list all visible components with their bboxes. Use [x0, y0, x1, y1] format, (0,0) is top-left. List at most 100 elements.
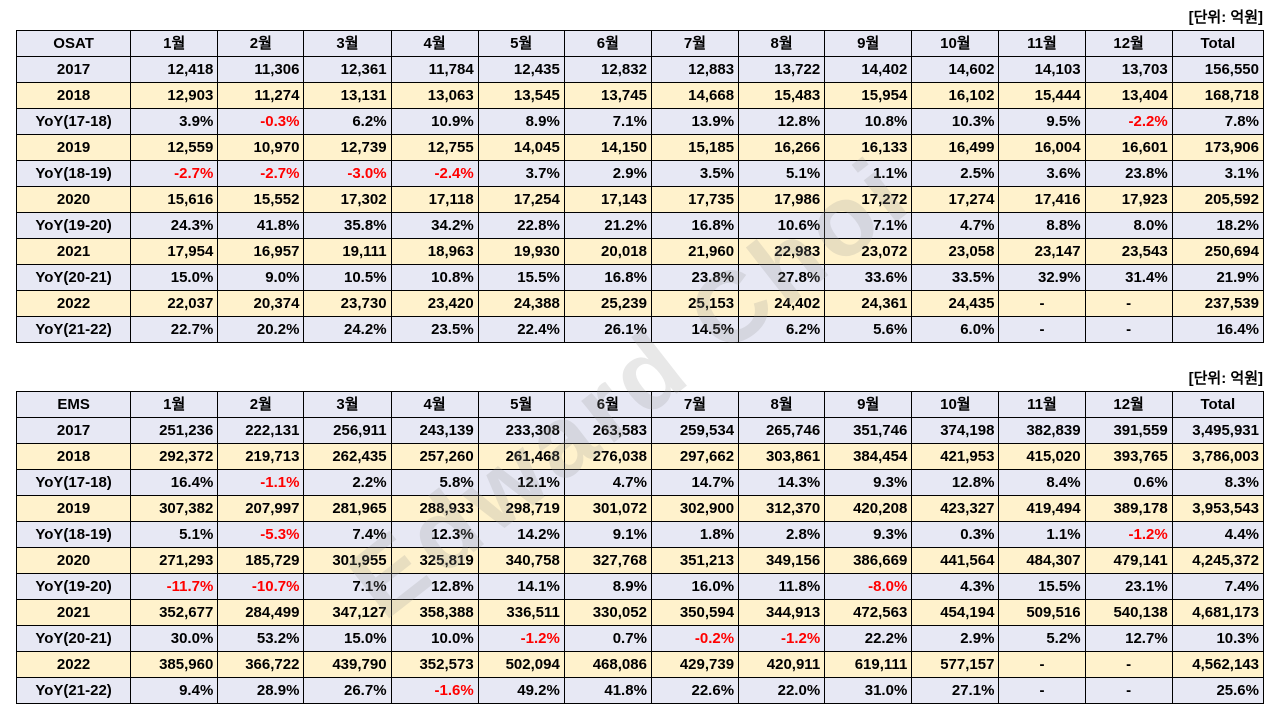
column-header: 4월 [390, 30, 479, 57]
value-cell: 15.0% [130, 264, 219, 291]
value-cell: 12,361 [303, 56, 392, 83]
value-cell: 22.7% [130, 316, 219, 343]
value-cell: 347,127 [303, 599, 392, 626]
value-cell: 16,004 [998, 134, 1086, 161]
column-header: 4월 [390, 391, 479, 418]
table-row: YoY(17-18) 3.9% -0.3% 6.2% 10.9% 8.9% 7.1% 13.9… [15, 108, 1265, 135]
value-cell: 5.6% [824, 316, 913, 343]
value-cell: 10.0% [390, 625, 479, 652]
value-cell: 14,668 [650, 82, 740, 109]
value-cell: - [998, 677, 1086, 704]
value-cell: 429,739 [650, 651, 740, 678]
value-cell: 22.4% [477, 316, 565, 343]
value-cell: 284,499 [217, 599, 305, 626]
row-label-yoy: YoY(21-22) [15, 677, 132, 704]
value-cell: 14,045 [477, 134, 565, 161]
value-cell: 4.7% [911, 212, 1000, 239]
value-cell: 327,768 [563, 547, 652, 574]
value-cell: 243,139 [390, 417, 479, 444]
row-label-year: 2022 [15, 651, 132, 678]
row-label-yoy: YoY(17-18) [15, 108, 132, 135]
value-cell: 358,388 [390, 599, 479, 626]
value-cell: 15,483 [738, 82, 826, 109]
value-cell: 53.2% [217, 625, 305, 652]
unit-label-osat: [단위: 억원] [1188, 9, 1263, 26]
table-row: 2022 385,960 366,722 439,790 352,573 502,094 4… [15, 651, 1265, 678]
value-cell: 2.9% [563, 160, 652, 187]
value-cell: 5.2% [998, 625, 1086, 652]
value-cell: 24,361 [824, 290, 913, 317]
column-header: 7월 [650, 391, 740, 418]
column-header: 10월 [911, 391, 1000, 418]
value-cell: -1.2% [477, 625, 565, 652]
value-cell: 27.8% [738, 264, 826, 291]
value-cell: 1.8% [650, 521, 740, 548]
value-cell: 312,370 [738, 495, 826, 522]
value-cell: 271,293 [130, 547, 219, 574]
value-cell: 13.9% [650, 108, 740, 135]
total-cell: 21.9% [1171, 264, 1265, 291]
total-cell: 205,592 [1171, 186, 1265, 213]
value-cell: 1.1% [824, 160, 913, 187]
value-cell: 15.5% [998, 573, 1086, 600]
value-cell: 3.5% [650, 160, 740, 187]
total-cell: 3,495,931 [1171, 417, 1265, 444]
value-cell: 0.6% [1084, 469, 1173, 496]
value-cell: 16,102 [911, 82, 1000, 109]
value-cell: 393,765 [1084, 443, 1173, 470]
value-cell: 15,185 [650, 134, 740, 161]
total-cell: 18.2% [1171, 212, 1265, 239]
table-row: YoY(20-21) 15.0% 9.0% 10.5% 10.8% 15.5% 16.8% 2… [15, 264, 1265, 291]
value-cell: 384,454 [824, 443, 913, 470]
value-cell: 10.3% [911, 108, 1000, 135]
value-cell: 13,722 [738, 56, 826, 83]
value-cell: 298,719 [477, 495, 565, 522]
value-cell: 8.9% [477, 108, 565, 135]
value-cell: 15.0% [303, 625, 392, 652]
value-cell: 18,963 [390, 238, 479, 265]
total-cell: 10.3% [1171, 625, 1265, 652]
value-cell: 17,118 [390, 186, 479, 213]
value-cell: 13,745 [563, 82, 652, 109]
table-title: OSAT [15, 30, 132, 57]
row-label-year: 2017 [15, 417, 132, 444]
column-header: 5월 [477, 391, 565, 418]
total-cell: 3.1% [1171, 160, 1265, 187]
total-cell: 173,906 [1171, 134, 1265, 161]
value-cell: 259,534 [650, 417, 740, 444]
value-cell: 15,552 [217, 186, 305, 213]
value-cell: 10.8% [390, 264, 479, 291]
column-header: 8월 [738, 391, 826, 418]
value-cell: 15.5% [477, 264, 565, 291]
value-cell: 256,911 [303, 417, 392, 444]
value-cell: 12,832 [563, 56, 652, 83]
value-cell: 577,157 [911, 651, 1000, 678]
value-cell: 16.4% [130, 469, 219, 496]
table-row: 2021 352,677 284,499 347,127 358,388 336,511 3… [15, 599, 1265, 626]
value-cell: 19,930 [477, 238, 565, 265]
value-cell: 468,086 [563, 651, 652, 678]
value-cell: 302,900 [650, 495, 740, 522]
value-cell: 23.8% [650, 264, 740, 291]
value-cell: 34.2% [390, 212, 479, 239]
value-cell: 24.2% [303, 316, 392, 343]
row-label-yoy: YoY(21-22) [15, 316, 132, 343]
row-label-yoy: YoY(20-21) [15, 264, 132, 291]
value-cell: 13,703 [1084, 56, 1173, 83]
value-cell: 17,986 [738, 186, 826, 213]
value-cell: -1.2% [1084, 521, 1173, 548]
value-cell: 22,037 [130, 290, 219, 317]
value-cell: - [998, 651, 1086, 678]
value-cell: 15,444 [998, 82, 1086, 109]
table-row: YoY(20-21) 30.0% 53.2% 15.0% 10.0% -1.2% 0.7% -… [15, 625, 1265, 652]
column-header: 3월 [303, 30, 392, 57]
value-cell: - [998, 290, 1086, 317]
column-header: 1월 [130, 30, 219, 57]
value-cell: 13,063 [390, 82, 479, 109]
table-title: EMS [15, 391, 132, 418]
total-cell: 156,550 [1171, 56, 1265, 83]
row-label-year: 2022 [15, 290, 132, 317]
value-cell: 14.7% [650, 469, 740, 496]
value-cell: 35.8% [303, 212, 392, 239]
value-cell: 420,208 [824, 495, 913, 522]
